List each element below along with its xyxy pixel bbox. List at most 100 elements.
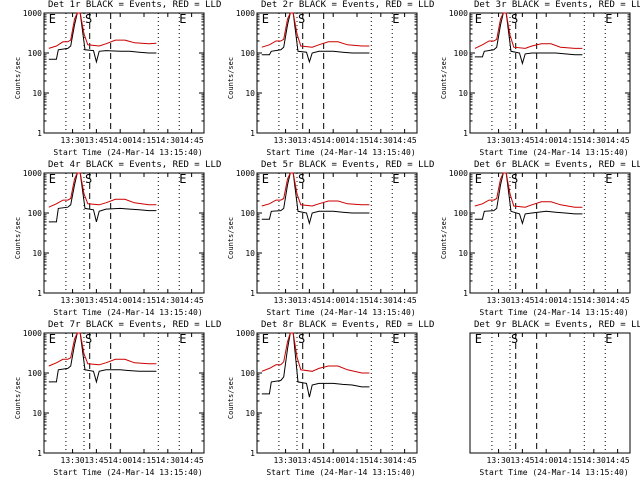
x-tick-label: 14:15 [345, 136, 369, 145]
marker-label: S [511, 332, 518, 346]
x-tick-label: 14:45 [606, 136, 630, 145]
y-tick-label: 1000 [23, 9, 42, 18]
plot-area: E S E 13:30 13:45 14:00 14:15 14:30 14:45 1 10 100 1… [236, 329, 418, 465]
lld-series-line [474, 172, 583, 208]
y-tick-label: 10 [458, 89, 468, 98]
x-tick-label: 14:15 [132, 296, 156, 305]
x-tick-label: 14:00 [321, 456, 345, 465]
x-tick-label: 14:30 [156, 136, 180, 145]
events-series-line [48, 172, 157, 223]
x-tick-label: 13:45 [84, 296, 108, 305]
plot-frame [469, 172, 631, 294]
marker-label: E [475, 332, 482, 346]
y-tick-label: 1 [250, 129, 255, 138]
y-tick-label: 1 [37, 449, 42, 458]
chart-panel-det7: Det 7r BLACK = Events, RED = LLD Counts/… [0, 320, 222, 480]
y-tick-label: 100 [241, 209, 256, 218]
marker-label: E [49, 172, 56, 186]
x-tick-label: 13:30 [274, 136, 298, 145]
lld-series-line [474, 12, 583, 49]
plot-frame [256, 12, 418, 134]
marker-label: E [392, 12, 399, 26]
y-tick-label: 1000 [449, 169, 468, 178]
x-tick-label: 14:45 [180, 456, 204, 465]
x-tick-label: 14:30 [369, 296, 393, 305]
chart-title: Det 1r BLACK = Events, RED = LLD [48, 0, 222, 10]
y-tick-label: 1 [250, 289, 255, 298]
x-tick-label: 13:45 [510, 456, 534, 465]
y-tick-label: 1000 [236, 9, 255, 18]
plot-frame [43, 12, 205, 134]
x-tick-label: 14:00 [534, 136, 558, 145]
x-axis-label: Start Time (24-Mar-14 13:15:40) [53, 468, 203, 477]
y-tick-label: 10 [245, 89, 255, 98]
events-series-line [48, 332, 157, 384]
plot-area: E S E 13:30 13:45 14:00 14:15 14:30 14:45 1 10 100 1… [449, 9, 631, 145]
marker-label: E [605, 332, 612, 346]
lld-series-line [261, 172, 370, 207]
y-tick-label: 10 [32, 89, 42, 98]
plot-area: E S E 13:30 13:45 14:00 14:15 14:30 14:45 1 10 100 1… [236, 169, 418, 305]
chart-title: Det 8r BLACK = Events, RED = LLD [261, 320, 435, 330]
lld-series-line [261, 332, 370, 374]
x-axis-label: Start Time (24-Mar-14 13:15:40) [266, 148, 416, 157]
lld-series-line [261, 12, 370, 48]
x-tick-label: 14:45 [393, 296, 417, 305]
plot-area: E S E 13:30 13:45 14:00 14:15 14:30 14:45 1 10 100 1… [236, 9, 418, 145]
x-axis-label: Start Time (24-Mar-14 13:15:40) [479, 308, 629, 317]
x-tick-label: 14:15 [558, 136, 582, 145]
lld-series-line [48, 172, 157, 208]
chart-panel-det8: Det 8r BLACK = Events, RED = LLD Counts/… [213, 320, 435, 480]
x-tick-label: 14:45 [393, 456, 417, 465]
x-tick-label: 14:45 [606, 296, 630, 305]
x-tick-label: 13:45 [84, 136, 108, 145]
chart-title: Det 7r BLACK = Events, RED = LLD [48, 320, 222, 330]
marker-label: E [605, 12, 612, 26]
y-tick-label: 10 [32, 409, 42, 418]
x-tick-label: 14:00 [108, 136, 132, 145]
x-tick-label: 13:45 [297, 136, 321, 145]
x-axis-label: Start Time (24-Mar-14 13:15:40) [53, 148, 203, 157]
events-series-line [261, 172, 370, 226]
marker-label: E [179, 332, 186, 346]
marker-label: S [85, 332, 92, 346]
x-tick-label: 13:30 [274, 296, 298, 305]
y-tick-label: 1000 [23, 329, 42, 338]
plot-frame [256, 172, 418, 294]
y-tick-label: 100 [28, 49, 43, 58]
y-tick-label: 100 [28, 209, 43, 218]
events-series-line [474, 172, 583, 226]
marker-label: S [511, 12, 518, 26]
chart-panel-det2: Det 2r BLACK = Events, RED = LLD Counts/… [213, 0, 434, 160]
plot-frame [256, 332, 418, 454]
y-tick-label: 1 [37, 129, 42, 138]
x-tick-label: 14:30 [369, 136, 393, 145]
plot-frame [43, 332, 205, 454]
events-series-line [48, 12, 157, 64]
x-tick-label: 14:00 [108, 456, 132, 465]
plot-frame [469, 332, 631, 454]
x-tick-label: 14:00 [321, 296, 345, 305]
y-tick-label: 1000 [236, 329, 255, 338]
marker-label: S [298, 12, 305, 26]
marker-label: E [605, 172, 612, 186]
marker-label: E [49, 332, 56, 346]
x-axis-label: Start Time (24-Mar-14 13:15:40) [266, 308, 416, 317]
y-tick-label: 100 [454, 209, 469, 218]
x-tick-label: 14:45 [606, 456, 630, 465]
plot-area: E S E 13:30 13:45 14:00 14:15 14:30 14:45 1 10 100 1… [23, 9, 205, 145]
chart-panel-det4: Det 4r BLACK = Events, RED = LLD Counts/… [0, 160, 221, 320]
chart-panel-det9: Det 9r BLACK = Events, RED = LLD Start T… [426, 320, 640, 480]
plot-frame [469, 12, 631, 134]
marker-label: E [262, 332, 269, 346]
plot-area: E S E 13:30 13:45 14:00 14:15 14:30 14:45 1 10 100 1… [449, 169, 631, 305]
x-tick-label: 13:45 [510, 136, 534, 145]
y-tick-label: 100 [28, 369, 43, 378]
x-tick-label: 13:30 [61, 296, 85, 305]
x-tick-label: 14:15 [132, 456, 156, 465]
y-tick-label: 10 [245, 249, 255, 258]
x-tick-label: 14:15 [558, 456, 582, 465]
x-tick-label: 14:30 [582, 456, 606, 465]
marker-label: S [511, 172, 518, 186]
